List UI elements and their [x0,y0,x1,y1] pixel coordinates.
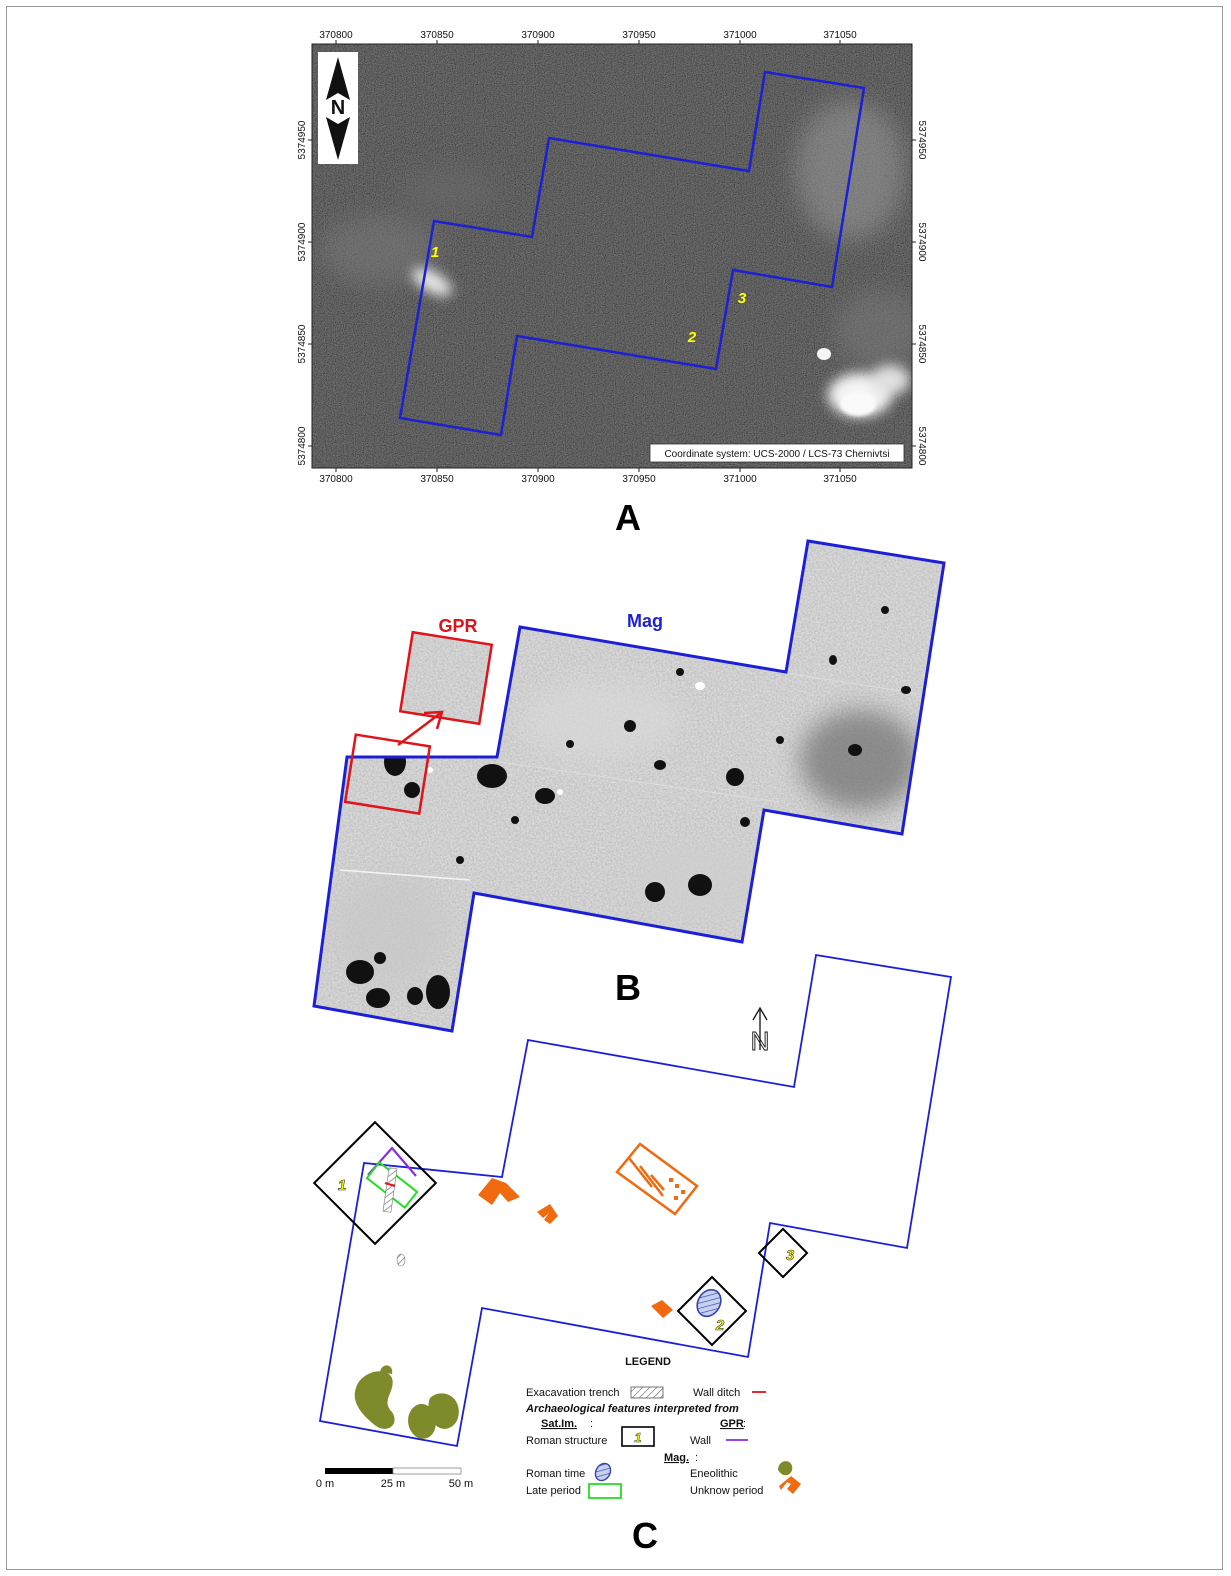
figure-frame [6,6,1223,1570]
site-label-c-3: 3 [786,1247,795,1264]
legend-mag-heading: Mag. [664,1452,689,1464]
scale-label-25: 25 m [381,1478,405,1490]
legend-late-period: Late period [526,1485,581,1497]
x-tick-top-1: 370850 [420,30,454,41]
legend-sat-colon: : [590,1418,593,1430]
y-tick-right-3: 5374800 [916,427,927,466]
legend-late-period-swatch [588,1483,622,1499]
scale-bar [325,1467,462,1475]
scale-label-50: 50 m [449,1478,473,1490]
unknown-period-building [615,1142,699,1216]
legend-roman-time: Roman time [526,1468,585,1480]
y-tick-right-1: 5374900 [916,223,927,262]
legend-gpr-colon: : [743,1418,746,1430]
roman-time-feature [696,1288,722,1318]
axis-tick-marks [308,40,916,472]
site-label-c-1: 1 [338,1177,346,1194]
panel-b-geophysics-map: GPR Mag B [312,539,946,1033]
x-tick-top-3: 370950 [622,30,656,41]
site-label-1: 1 [431,244,439,261]
x-tick-bottom-4: 371000 [723,474,757,485]
unknown-period-features [478,1178,673,1318]
x-tick-bottom-2: 370900 [521,474,555,485]
y-tick-left-1: 5374900 [297,222,308,261]
satellite-image [312,44,912,468]
legend-sat-heading: Sat.Im. [541,1418,577,1430]
x-tick-bottom-5: 371050 [823,474,857,485]
gpr-arrow-icon [397,710,444,746]
x-tick-bottom-3: 370950 [622,474,656,485]
x-tick-top-0: 370800 [319,30,353,41]
unknown-period-dots [669,1178,685,1200]
legend-gpr-heading: GPR [720,1418,744,1430]
x-tick-top-2: 370900 [521,30,555,41]
site-label-2: 2 [687,329,697,346]
north-label: N [331,97,345,119]
excavation-trench-1 [382,1167,398,1213]
roman-structure-2 [676,1275,748,1347]
legend-mag-colon: : [695,1452,698,1464]
y-tick-right-0: 5374950 [916,121,927,160]
site-label-3: 3 [738,290,747,307]
y-tick-left-3: 5374800 [297,426,308,465]
survey-area-outline [398,70,866,437]
site-label-c-2: 2 [715,1317,725,1334]
roman-structure-1 [312,1120,438,1246]
wall-ditch-mark [384,1182,396,1187]
gpr-survey-outline [343,733,432,815]
coordinate-note-box [649,443,905,463]
legend-wall-ditch: Wall ditch [693,1387,740,1399]
x-tick-top-4: 371000 [723,30,757,41]
coordinate-system-note: Coordinate system: UCS-2000 / LCS-73 Che… [664,449,889,460]
gpr-inset [398,630,494,726]
legend-excavation-swatch [630,1386,664,1399]
legend-excavation-trench: Exacavation trench [526,1387,620,1399]
legend-unknown-period: Unknow period [690,1485,763,1497]
interpretation-survey-outline [318,953,953,1448]
legend-roman-structure-swatch [621,1426,655,1447]
north-arrow-icon-c [752,1006,768,1050]
legend-wall: Wall [690,1435,711,1447]
legend-title: LEGEND [625,1356,671,1368]
y-tick-right-2: 5374850 [916,325,927,364]
x-tick-bottom-0: 370800 [319,474,353,485]
scale-label-0: 0 m [316,1478,334,1490]
x-tick-top-5: 371050 [823,30,857,41]
legend-eneolithic-swatch [778,1461,793,1476]
panel-letter-a: A [615,497,641,538]
y-tick-left-0: 5374950 [297,120,308,159]
panel-c-interpretation-map: N 1 2 3 [312,953,953,1556]
north-label-c: N [751,1026,770,1056]
legend-roman-structure-number: 1 [634,1430,641,1445]
excavation-trench-2 [396,1253,406,1267]
eneolithic-features [354,1365,459,1439]
x-tick-bottom-1: 370850 [420,474,454,485]
legend-heading: Archaeological features interpreted from [525,1403,739,1415]
panel-a-satellite-map: N 1 2 3 Coordinate system: UCS-2000 / LC… [297,30,927,538]
legend-roman-structure: Roman structure [526,1435,607,1447]
gpr-label: GPR [438,616,477,636]
y-tick-left-2: 5374850 [297,324,308,363]
legend-eneolithic: Eneolithic [690,1468,738,1480]
legend: LEGEND Exacavation trench Wall ditch Arc… [525,1356,801,1499]
legend-roman-time-swatch [594,1462,612,1482]
panel-letter-b: B [615,967,641,1008]
panel-letter-c: C [632,1515,658,1556]
legend-unknown-period-swatch [779,1476,801,1494]
mag-survey-outline [312,539,946,1033]
mag-label: Mag [627,611,663,631]
roman-structure-3 [757,1227,809,1279]
north-arrow-icon [318,52,358,164]
